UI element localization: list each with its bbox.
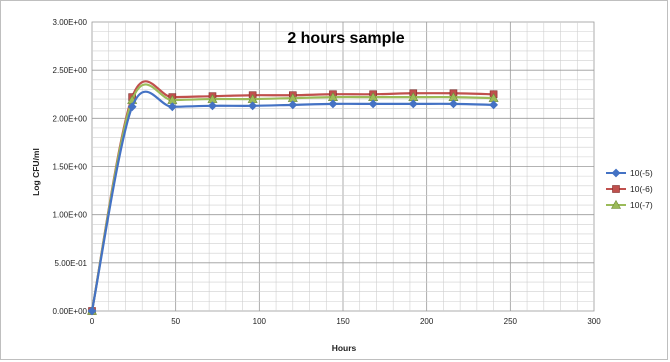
legend-label: 10(-5) xyxy=(630,168,653,178)
data-point xyxy=(288,100,298,110)
data-point xyxy=(208,101,217,111)
data-point xyxy=(87,306,97,316)
y-tick-label: 2.50E+00 xyxy=(53,66,88,75)
x-tick-label: 100 xyxy=(253,317,267,326)
legend-marker xyxy=(610,199,622,209)
axes: 0 50 100 150 200 250 300 0.00E+00 5.00E-01 1.00E+… xyxy=(53,18,602,326)
x-axis-title: Hours xyxy=(332,343,357,353)
x-tick-label: 0 xyxy=(90,317,95,326)
data-point xyxy=(167,102,177,112)
series-10(-5) xyxy=(87,90,499,316)
legend: 10(-5) 10(-6) 10(-7) xyxy=(606,168,653,210)
data-point xyxy=(328,99,338,109)
y-axis-title: Log CFU/ml xyxy=(31,148,41,196)
data-point xyxy=(449,99,458,109)
data-point xyxy=(127,102,137,112)
legend-item: 10(-7) xyxy=(606,199,653,210)
y-tick-label: 2.00E+00 xyxy=(53,114,88,123)
legend-label: 10(-7) xyxy=(630,200,653,210)
legend-marker xyxy=(611,168,621,178)
y-tick-label: 0.00E+00 xyxy=(53,307,88,316)
x-tick-label: 150 xyxy=(336,317,350,326)
legend-item: 10(-5) xyxy=(606,168,653,178)
series-10(-7) xyxy=(86,83,499,315)
data-point xyxy=(408,99,418,109)
y-tick-label: 1.00E+00 xyxy=(53,211,88,220)
x-tick-label: 50 xyxy=(171,317,180,326)
data-point xyxy=(368,99,378,109)
x-tick-label: 200 xyxy=(420,317,434,326)
legend-marker xyxy=(612,185,620,193)
data-point xyxy=(248,101,258,111)
x-tick-label: 250 xyxy=(504,317,518,326)
x-tick-label: 300 xyxy=(587,317,601,326)
y-tick-label: 5.00E-01 xyxy=(55,259,88,268)
data-point xyxy=(489,100,499,110)
y-tick-label: 1.50E+00 xyxy=(53,163,88,172)
chart-title: 2 hours sample xyxy=(287,30,404,47)
legend-label: 10(-6) xyxy=(630,184,653,194)
series-layer xyxy=(86,80,499,316)
y-tick-label: 3.00E+00 xyxy=(53,18,88,27)
legend-item: 10(-6) xyxy=(606,184,653,194)
gridlines xyxy=(91,21,595,312)
